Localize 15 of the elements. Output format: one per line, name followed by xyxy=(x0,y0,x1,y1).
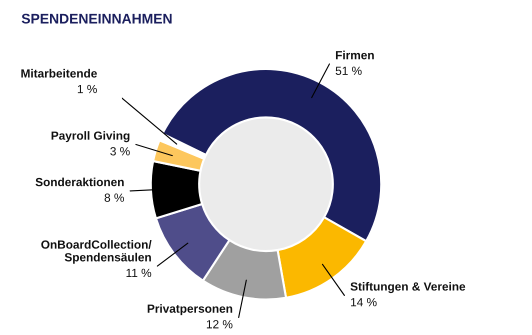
data-label: 14 % xyxy=(351,298,377,306)
data-label: 8 % xyxy=(104,194,124,202)
slice-label: Mitarbeitende xyxy=(21,68,97,78)
slice-label: Firmen xyxy=(336,50,374,60)
data-label: 12 % xyxy=(206,320,232,328)
slice-label: OnBoardCollection/ Spendensäulen xyxy=(41,240,152,264)
slice-label: Sonderaktionen xyxy=(36,178,124,186)
data-label: 3 % xyxy=(110,147,130,156)
data-label: 51 % xyxy=(336,66,362,75)
slice-label: Privatpersonen xyxy=(148,304,232,316)
data-label: 11 % xyxy=(126,268,152,278)
chart-title: SPENDENEINNAHMEN xyxy=(22,14,172,24)
slice-label: Payroll Giving xyxy=(52,131,130,142)
slice-label: Stiftungen & Vereine xyxy=(350,282,466,294)
data-label: 1 % xyxy=(78,84,97,94)
